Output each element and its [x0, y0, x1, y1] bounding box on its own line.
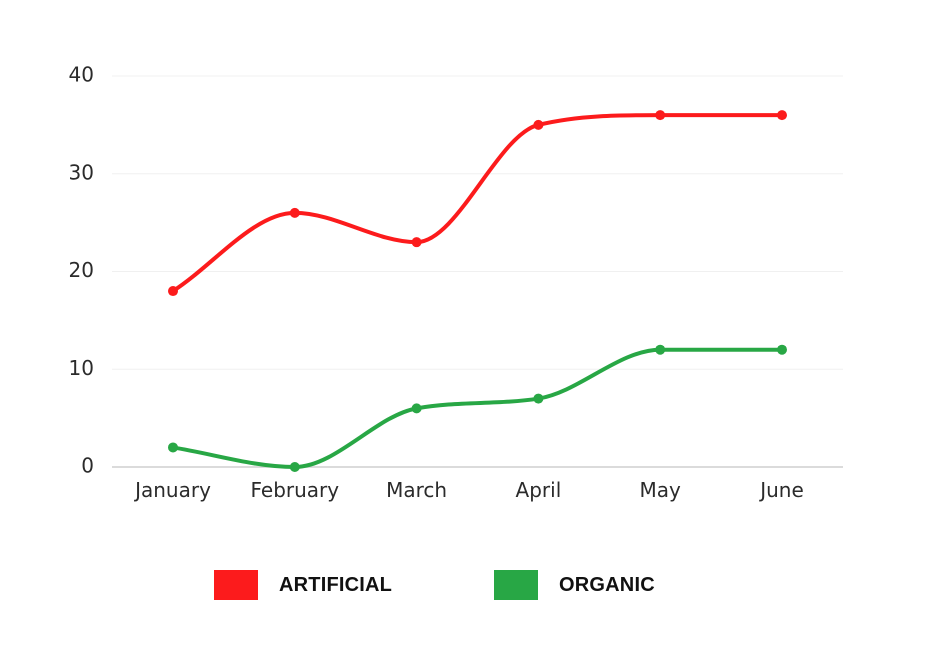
- legend-swatch-artificial: [214, 570, 258, 600]
- x-tick-label: May: [640, 478, 682, 502]
- data-point-artificial[interactable]: [655, 110, 666, 121]
- data-point-organic[interactable]: [411, 403, 422, 414]
- data-point-organic[interactable]: [777, 344, 787, 355]
- x-tick-label: April: [516, 478, 562, 502]
- series-line-organic: [171, 347, 784, 469]
- grid-lines: [112, 75, 843, 468]
- legend-label-organic: ORGANIC: [559, 573, 655, 596]
- data-point-artificial[interactable]: [289, 207, 300, 218]
- x-tick-label: February: [250, 478, 339, 502]
- data-point-artificial[interactable]: [168, 286, 178, 297]
- data-point-artificial[interactable]: [777, 110, 787, 121]
- data-point-organic[interactable]: [289, 462, 300, 472]
- line-chart: 0 10 20 30 40 January February March April May Ju…: [69, 63, 843, 502]
- legend: ARTIFICIAL ORGANIC: [0, 570, 927, 610]
- data-point-organic[interactable]: [168, 442, 178, 453]
- data-point-artificial[interactable]: [411, 237, 422, 248]
- y-tick-label: 20: [69, 258, 94, 282]
- series-line-artificial: [171, 113, 784, 294]
- y-axis: 0 10 20 30 40: [69, 63, 94, 478]
- x-tick-label: March: [386, 478, 447, 502]
- data-point-organic[interactable]: [655, 344, 666, 355]
- data-point-artificial[interactable]: [533, 119, 544, 130]
- y-tick-label: 40: [69, 63, 94, 87]
- series-lines: [171, 113, 784, 469]
- legend-item-organic[interactable]: ORGANIC: [494, 570, 655, 600]
- y-tick-label: 10: [69, 356, 94, 380]
- y-tick-label: 0: [81, 454, 94, 478]
- y-tick-label: 30: [69, 160, 94, 184]
- x-axis: January February March April May June: [133, 478, 804, 502]
- data-points: [168, 110, 787, 472]
- legend-swatch-organic: [494, 570, 538, 600]
- x-tick-label: January: [133, 478, 211, 502]
- x-tick-label: June: [758, 478, 804, 502]
- legend-item-artificial[interactable]: ARTIFICIAL: [214, 570, 392, 600]
- legend-label-artificial: ARTIFICIAL: [279, 573, 393, 596]
- data-point-organic[interactable]: [533, 393, 544, 404]
